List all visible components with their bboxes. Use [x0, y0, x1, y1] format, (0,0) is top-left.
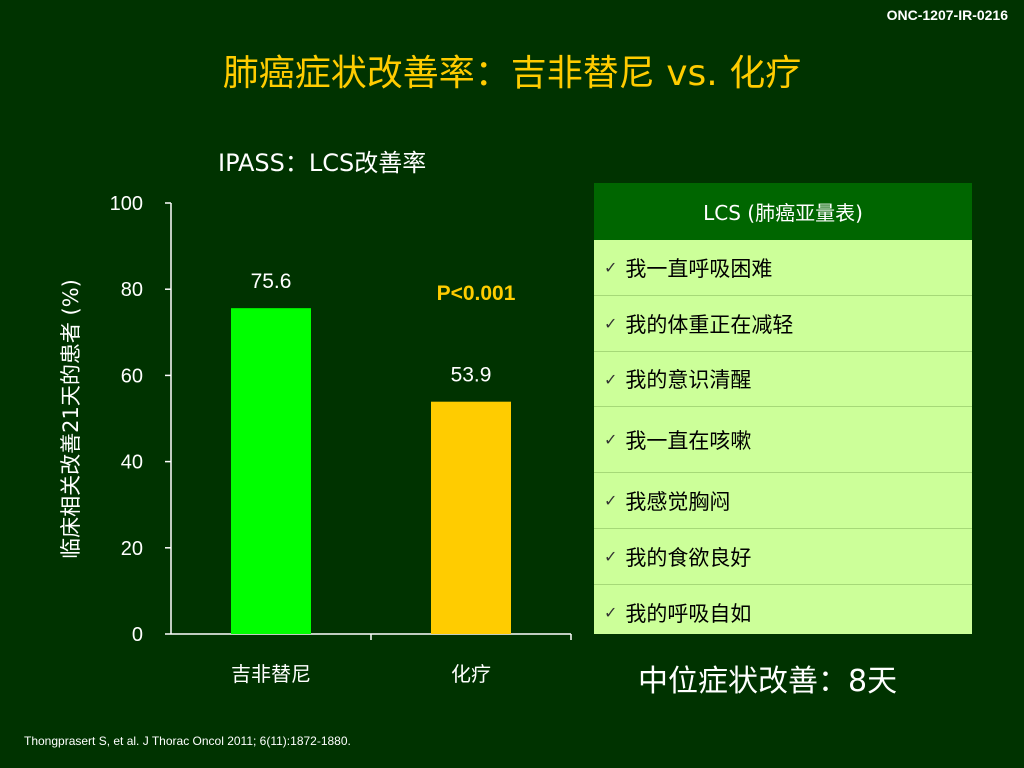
check-icon: ✓: [604, 258, 618, 277]
lcs-item: ✓ 我的呼吸自如: [594, 585, 972, 640]
bar-value-label: 53.9: [451, 364, 492, 387]
lcs-table-rows: ✓ 我一直呼吸困难 ✓ 我的体重正在减轻 ✓ 我的意识清醒 ✓ 我一直在咳嗽 ✓ 我感觉胸闷 ✓ 我的…: [594, 240, 972, 640]
bar: [431, 401, 511, 634]
y-tick-label: 60: [121, 365, 143, 387]
lcs-item-label: 我一直在咳嗽: [625, 428, 752, 453]
lcs-item: ✓ 我一直呼吸困难: [594, 240, 972, 296]
lcs-item-label: 我的呼吸自如: [625, 601, 752, 626]
y-tick-label: 0: [132, 624, 143, 646]
check-icon: ✓: [604, 603, 618, 622]
lcs-item: ✓ 我感觉胸闷: [594, 473, 972, 529]
lcs-item-label: 我的体重正在减轻: [625, 312, 794, 337]
y-tick-label: 40: [121, 452, 143, 474]
y-axis-label: 临床相关改善21天的患者 (%): [59, 279, 83, 559]
lcs-item-label: 我的意识清醒: [625, 368, 752, 392]
p-value-annotation: P<0.001: [437, 282, 516, 305]
check-icon: ✓: [604, 314, 618, 333]
lcs-item: ✓ 我的意识清醒: [594, 352, 972, 407]
lcs-table-header: LCS (肺癌亚量表): [594, 183, 972, 240]
x-category-label: 吉非替尼: [231, 662, 311, 686]
lcs-table: LCS (肺癌亚量表) ✓ 我一直呼吸困难 ✓ 我的体重正在减轻 ✓ 我的意识清醒 ✓ 我一直…: [594, 183, 972, 634]
reference-citation: Thongprasert S, et al. J Thorac Oncol 20…: [24, 734, 351, 748]
median-improvement-text: 中位症状改善：8天: [638, 664, 898, 699]
check-icon: ✓: [604, 430, 618, 449]
document-id: ONC-1207-IR-0216: [886, 7, 1008, 23]
x-category-label: 化疗: [451, 662, 491, 686]
check-icon: ✓: [604, 491, 618, 510]
lcs-item-label: 我的食欲良好: [625, 545, 752, 570]
check-icon: ✓: [604, 547, 618, 566]
y-tick-label: 20: [121, 538, 143, 560]
page-title: 肺癌症状改善率：吉非替尼 vs. 化疗: [222, 53, 802, 94]
y-tick-label: 80: [121, 279, 143, 301]
lcs-item-label: 我感觉胸闷: [625, 489, 731, 514]
chart-title: IPASS：LCS改善率: [218, 149, 427, 177]
lcs-item: ✓ 我的体重正在减轻: [594, 296, 972, 352]
lcs-item: ✓ 我一直在咳嗽: [594, 407, 972, 473]
lcs-item: ✓ 我的食欲良好: [594, 529, 972, 585]
y-tick-label: 100: [110, 193, 143, 215]
bar-chart: 0 20 40 60 80 100 临床相关改善21天的患者 (%) 75.6 吉非替尼 53.9…: [59, 193, 572, 686]
bar: [231, 308, 311, 634]
bar-value-label: 75.6: [251, 270, 292, 293]
check-icon: ✓: [604, 369, 618, 389]
lcs-item-label: 我一直呼吸困难: [625, 256, 773, 281]
